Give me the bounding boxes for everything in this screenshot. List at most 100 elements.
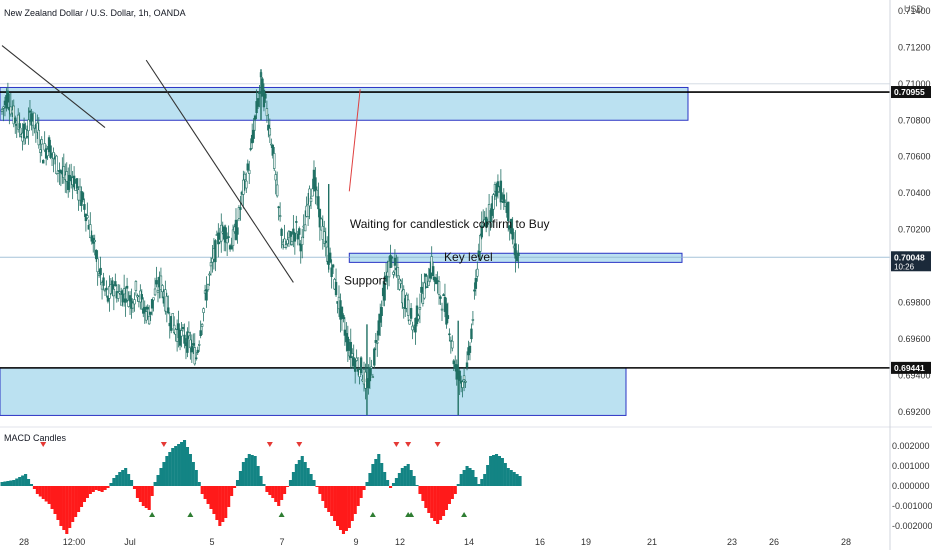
- candle-up: [392, 271, 395, 275]
- candle-down: [507, 201, 510, 222]
- candle-up: [197, 344, 201, 346]
- macd-bar-positive: [3, 481, 7, 486]
- macd-bar-negative: [441, 486, 446, 516]
- time-tick-label: 23: [727, 537, 737, 547]
- candle-up: [286, 239, 289, 245]
- candle-up: [311, 188, 314, 197]
- macd-bar-negative: [336, 486, 340, 526]
- candle-up: [33, 112, 36, 129]
- candle-down: [424, 273, 428, 277]
- macd-bar-positive: [368, 473, 372, 486]
- candle-up: [200, 324, 204, 327]
- candle-down: [353, 360, 357, 372]
- candle-up: [320, 218, 323, 231]
- candle-up: [237, 207, 241, 219]
- candle-down: [47, 137, 51, 153]
- candle-up: [351, 353, 354, 357]
- candle-up: [24, 128, 27, 139]
- macd-bar-positive: [6, 481, 10, 486]
- candle-up: [152, 297, 155, 301]
- candle-up: [245, 180, 248, 189]
- candle-down: [249, 148, 252, 150]
- price-tick-label: 0.71400: [898, 6, 931, 16]
- candle-down: [105, 287, 108, 291]
- candle-up: [309, 198, 313, 202]
- macd-bar-positive: [462, 470, 466, 486]
- macd-bar-positive: [159, 468, 163, 486]
- projection-arrow: [348, 89, 361, 192]
- macd-bar-positive: [26, 479, 31, 486]
- candle-down: [468, 345, 472, 353]
- trendlines-layer: [1, 45, 361, 283]
- macd-bar-positive: [406, 464, 410, 486]
- candle-down: [452, 360, 455, 365]
- indicator-title: MACD Candles: [4, 433, 67, 443]
- candle-up: [376, 341, 379, 344]
- candle-down: [167, 307, 170, 314]
- macd-layer: [0, 440, 522, 534]
- candle-up: [323, 231, 326, 244]
- candle-up: [464, 381, 467, 383]
- candle-up: [134, 281, 138, 291]
- macd-bar-negative: [436, 486, 440, 524]
- macd-bar-positive: [309, 474, 313, 486]
- descending-trendline-main: [145, 59, 294, 283]
- candle-up: [0, 109, 4, 112]
- candle-up: [430, 256, 433, 274]
- candle-down: [324, 240, 327, 243]
- candle-down: [253, 115, 257, 120]
- candle-down: [465, 362, 469, 368]
- candle-down: [146, 306, 149, 310]
- candle-up: [209, 262, 213, 267]
- candle-down: [328, 252, 332, 263]
- currency-label: USD: [904, 4, 924, 14]
- macd-bar-negative: [356, 486, 360, 506]
- macd-bar-negative: [321, 486, 325, 501]
- macd-bar-positive: [456, 484, 460, 486]
- candle-up: [161, 285, 164, 293]
- macd-bar-positive: [241, 462, 245, 486]
- macd-bar-positive: [494, 454, 499, 486]
- sell-signal-marker: [434, 442, 441, 447]
- sell-signal-marker: [393, 442, 400, 447]
- candle-down: [267, 124, 270, 131]
- macd-bar-negative: [362, 486, 366, 490]
- macd-bar-positive: [262, 484, 266, 486]
- buy-signal-marker: [187, 512, 194, 517]
- macd-tick-label: 0.001000: [892, 461, 930, 471]
- time-tick-label: 7: [279, 537, 284, 547]
- macd-bar-positive: [21, 475, 25, 486]
- macd-bar-positive: [235, 480, 240, 486]
- zones-layer: [0, 86, 689, 416]
- macd-bar-negative: [265, 486, 269, 492]
- current-price-label: 0.70048: [894, 252, 925, 262]
- candle-down: [515, 256, 519, 262]
- macd-tick-label: 0.000000: [892, 481, 930, 491]
- candle-up: [440, 308, 444, 311]
- candle-down: [377, 320, 380, 336]
- macd-bar-positive: [121, 470, 125, 486]
- candle-up: [371, 376, 375, 378]
- time-tick-label: 21: [647, 537, 657, 547]
- candle-up: [133, 299, 136, 305]
- macd-bar-positive: [383, 472, 387, 486]
- macd-bar-positive: [0, 482, 4, 486]
- candle-down: [480, 225, 483, 238]
- candle-up: [449, 339, 453, 342]
- candle-down: [446, 315, 450, 319]
- macd-bar-negative: [283, 486, 287, 494]
- candle-down: [359, 357, 363, 374]
- candle-up: [118, 291, 121, 294]
- sell-signal-marker: [296, 442, 303, 447]
- candle-up: [131, 302, 135, 309]
- candle-down: [289, 231, 292, 237]
- macd-bar-positive: [506, 468, 510, 486]
- macd-bar-positive: [112, 478, 116, 486]
- candle-up: [427, 280, 430, 286]
- macd-bar-negative: [338, 486, 343, 530]
- macd-bar-positive: [259, 476, 263, 486]
- macd-bar-negative: [447, 486, 451, 504]
- candle-down: [205, 289, 208, 301]
- macd-bar-positive: [374, 459, 378, 486]
